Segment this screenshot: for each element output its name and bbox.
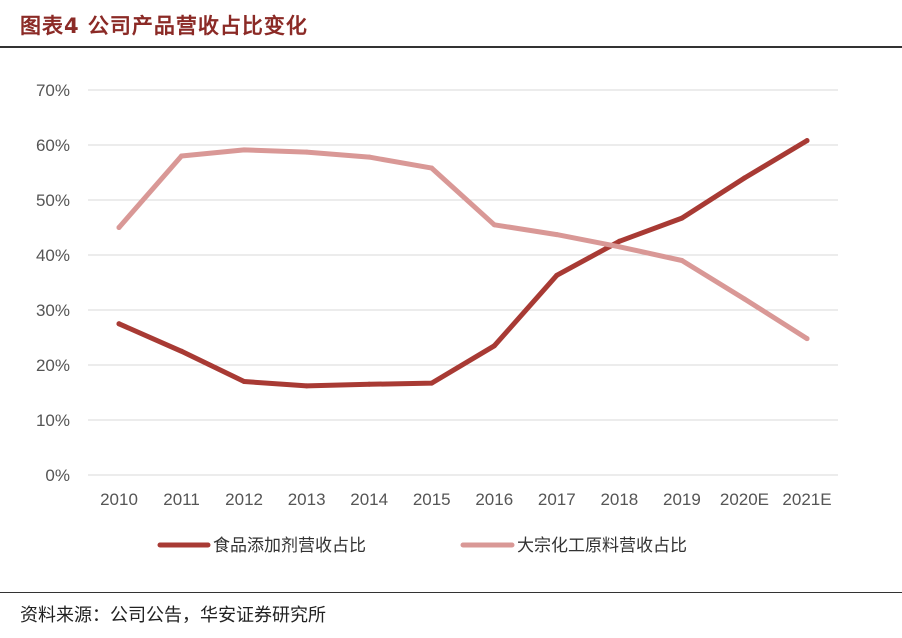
data-point [116,225,122,230]
x-tick-label: 2019 [663,490,701,509]
legend-label: 大宗化工原料营收占比 [517,536,687,556]
data-point [554,272,560,278]
data-point [491,343,497,349]
legend-label: 食品添加剂营收占比 [213,536,366,556]
y-tick-label: 20% [36,356,70,375]
x-tick-label: 2018 [600,490,638,509]
gridlines [88,89,838,476]
data-point [741,296,747,302]
data-point [241,379,247,384]
source-note: 资料来源：公司公告，华安证券研究所 [20,605,326,626]
x-tick-label: 2015 [413,490,451,509]
data-point [429,165,435,171]
data-point [179,348,185,354]
data-point [804,336,810,342]
data-point [304,383,310,389]
source-bar: 资料来源：公司公告，华安证券研究所 [0,592,902,638]
figure-title: 图表4 公司产品营收占比变化 [20,14,308,38]
y-axis-ticks: 0% 10% 20% 30% 40% 50% 60% 70% [36,81,70,485]
x-tick-label: 2016 [475,490,513,509]
x-tick-label: 2012 [225,490,263,509]
data-point [366,154,372,160]
data-point [179,153,185,159]
series-lines [116,138,810,389]
x-tick-label: 2013 [288,490,326,509]
title-bar: 图表4 公司产品营收占比变化 [0,0,902,48]
x-tick-label: 2017 [538,490,576,509]
data-point [616,238,622,244]
y-tick-label: 40% [36,246,70,265]
series-line-1 [116,138,810,389]
y-tick-label: 50% [36,191,70,210]
y-tick-label: 30% [36,301,70,320]
x-axis-ticks: 2010 2011 2012 2013 2014 2015 2016 2017 2018 2019… [100,490,832,509]
x-tick-label: 2010 [100,490,138,509]
data-point [366,381,372,387]
x-tick-label: 2011 [163,490,200,509]
y-tick-label: 70% [36,81,70,100]
data-point [429,380,435,386]
data-point [679,215,685,221]
x-tick-label: 2020E [720,490,769,509]
data-point [804,138,810,144]
data-point [616,244,622,250]
legend: 食品添加剂营收占比 大宗化工原料营收占比 [157,536,687,556]
y-tick-label: 10% [36,411,70,430]
x-tick-label: 2021E [782,490,831,509]
data-point [741,175,747,181]
data-point [679,258,685,263]
data-point [554,232,560,238]
data-point [304,149,310,155]
data-point [241,147,247,153]
data-point [116,321,122,327]
data-point [491,222,497,228]
x-tick-label: 2014 [350,490,388,509]
y-tick-label: 0% [45,466,70,485]
series-line-2 [116,147,810,342]
y-tick-label: 60% [36,136,70,155]
line-chart: 0% 10% 20% 30% 40% 50% 60% 70% 2010 2011 2012 2013… [36,81,838,556]
